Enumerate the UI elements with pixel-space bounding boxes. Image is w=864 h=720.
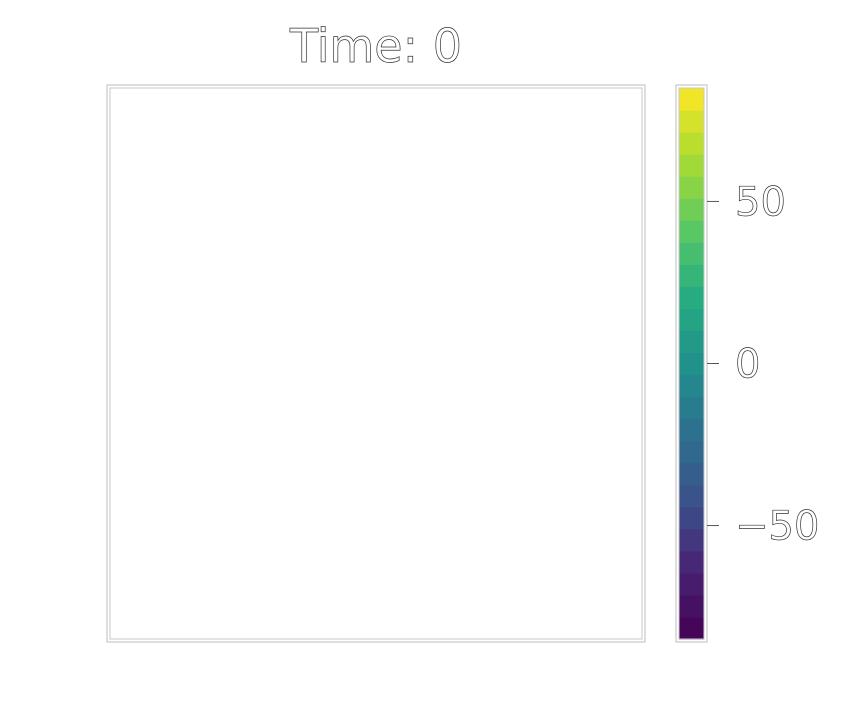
colorbar-band: [679, 550, 704, 574]
colorbar-tick-label: −50: [735, 504, 819, 550]
colorbar-band: [679, 154, 704, 177]
colorbar-band: [679, 528, 704, 552]
colorbar-ticks: 50 0 −50: [707, 179, 820, 550]
colorbar-frame-inner: [678, 87, 705, 640]
colorbar-band: [679, 616, 704, 640]
colorbar-band: [679, 176, 704, 199]
colorbar-band: [679, 352, 704, 376]
colorbar-tick-label: 50: [735, 179, 786, 225]
colorbar: 50 0 −50: [675, 84, 820, 643]
plot-area: [106, 84, 646, 643]
colorbar-band: [679, 220, 704, 243]
colorbar-band: [679, 506, 704, 530]
colorbar-band: [679, 286, 704, 309]
colorbar-tick-label: 0: [735, 342, 760, 388]
chart-title: Time: 0: [289, 19, 462, 73]
colorbar-band: [679, 440, 704, 464]
colorbar-band: [679, 330, 704, 354]
colorbar-band: [679, 132, 704, 155]
plot-frame-inner: [109, 87, 643, 640]
colorbar-band: [679, 88, 704, 111]
colorbar-band: [679, 484, 704, 508]
colorbar-band: [679, 572, 704, 596]
colorbar-band: [679, 396, 704, 420]
colorbar-band: [679, 264, 704, 287]
colorbar-band: [679, 110, 704, 133]
colorbar-band: [679, 418, 704, 442]
colorbar-band: [679, 594, 704, 618]
colorbar-bands: [679, 88, 704, 640]
colorbar-band: [679, 242, 704, 265]
colorbar-band: [679, 462, 704, 486]
colorbar-band: [679, 308, 704, 332]
colorbar-band: [679, 198, 704, 221]
colorbar-band: [679, 374, 704, 398]
